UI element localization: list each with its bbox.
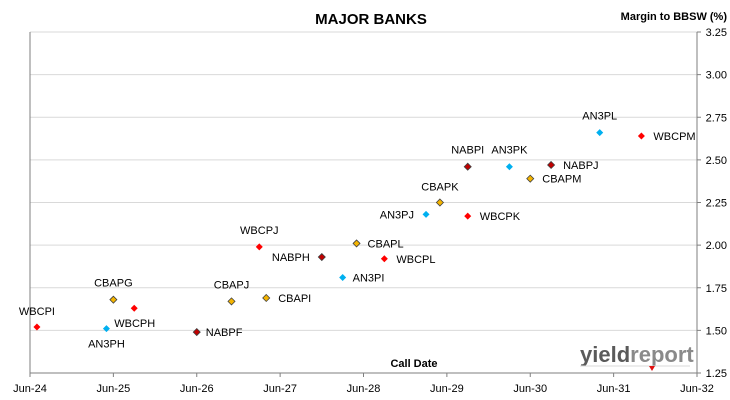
point-an3ph (102, 325, 110, 333)
point-label-an3pl: AN3PL (582, 111, 617, 123)
point-wbcpi (33, 323, 41, 331)
logo-text-report: report (630, 342, 694, 367)
point-wbcpl (380, 255, 388, 263)
point-label-cbapk: CBAPK (421, 182, 459, 194)
x-tick-label: Jun-26 (180, 383, 214, 395)
x-tick-label: Jun-27 (263, 383, 297, 395)
point-label-cbapm: CBAPM (542, 174, 581, 186)
point-wbcpk (464, 212, 472, 220)
point-cbapk (435, 198, 444, 207)
y-axis-label: Margin to BBSW (%) (621, 11, 728, 23)
point-cbapm (526, 174, 535, 183)
point-label-cbapj: CBAPJ (214, 279, 249, 291)
point-wbcpj (255, 243, 263, 251)
data-points (33, 129, 645, 337)
point-label-nabpi: NABPI (451, 145, 484, 157)
point-label-wbcpj: WBCPJ (240, 225, 279, 237)
point-label-wbcpm: WBCPM (653, 131, 695, 143)
point-label-cbapi: CBAPI (278, 293, 311, 305)
point-label-nabpf: NABPF (206, 327, 243, 339)
point-an3pj (422, 210, 430, 218)
x-tick-label: Jun-24 (13, 383, 47, 395)
y-tick-label: 3.00 (706, 70, 727, 82)
chart-title: MAJOR BANKS (315, 11, 427, 28)
x-tick-label: Jun-25 (97, 383, 131, 395)
y-tick-label: 2.00 (706, 240, 727, 252)
x-tick-label: Jun-31 (597, 383, 631, 395)
point-an3pi (339, 274, 347, 282)
point-label-wbcpl: WBCPL (396, 254, 435, 266)
point-label-nabph: NABPH (272, 252, 310, 264)
point-wbcpm (637, 132, 645, 140)
point-label-an3pi: AN3PI (353, 273, 385, 285)
y-tick-label: 2.25 (706, 198, 727, 210)
logo-marker-icon (649, 366, 655, 371)
y-tick-label: 1.50 (706, 325, 727, 337)
y-tick-label: 1.25 (706, 368, 727, 380)
point-cbapg (109, 295, 118, 304)
point-label-wbcpk: WBCPK (480, 211, 521, 223)
svg-text:yieldreport: yieldreport (580, 342, 694, 367)
y-tick-label: 3.25 (706, 27, 727, 39)
x-axis-label: Call Date (390, 358, 437, 370)
point-an3pk (505, 163, 513, 171)
point-cbapi (262, 293, 271, 303)
x-tick-labels: Jun-24 Jun-25 Jun-26 Jun-27 Jun-28 Jun-29 Jun-… (13, 383, 714, 395)
point-label-an3ph: AN3PH (88, 339, 125, 351)
gridlines (30, 31, 697, 331)
point-nabpj (547, 160, 556, 170)
point-label-an3pj: AN3PJ (380, 209, 414, 221)
point-an3pl (596, 129, 604, 137)
y-tick-labels: 1.25 1.50 1.75 2.00 2.25 2.50 2.75 3.00 3.25 (706, 27, 727, 380)
y-tick-label: 2.50 (706, 155, 727, 167)
yieldreport-logo: yieldreport (580, 342, 694, 371)
x-tick-label: Jun-28 (347, 383, 381, 395)
y-tick-label: 1.75 (706, 283, 727, 295)
y-tick-label: 2.75 (706, 112, 727, 124)
point-nabph (317, 252, 326, 262)
x-tick-label: Jun-32 (680, 383, 714, 395)
x-tick-label: Jun-29 (430, 383, 464, 395)
point-label-wbcph: WBCPH (114, 318, 155, 330)
x-tick-label: Jun-30 (513, 383, 547, 395)
point-label-an3pk: AN3PK (491, 145, 528, 157)
point-label-nabpj: NABPJ (563, 160, 598, 172)
point-cbapl (352, 239, 361, 248)
point-label-wbcpi: WBCPI (19, 306, 55, 318)
point-wbcph (130, 304, 138, 312)
axes (29, 31, 701, 377)
point-nabpi (463, 162, 472, 171)
point-labels: WBCPI AN3PH CBAPG WBCPH NABPF CBAPJ WBCPJ CBAPI… (19, 111, 696, 351)
point-label-cbapl: CBAPL (368, 238, 404, 250)
point-label-cbapg: CBAPG (94, 278, 133, 290)
point-cbapj (227, 297, 236, 306)
point-nabpf (192, 328, 201, 337)
logo-text-yield: yield (580, 342, 630, 367)
